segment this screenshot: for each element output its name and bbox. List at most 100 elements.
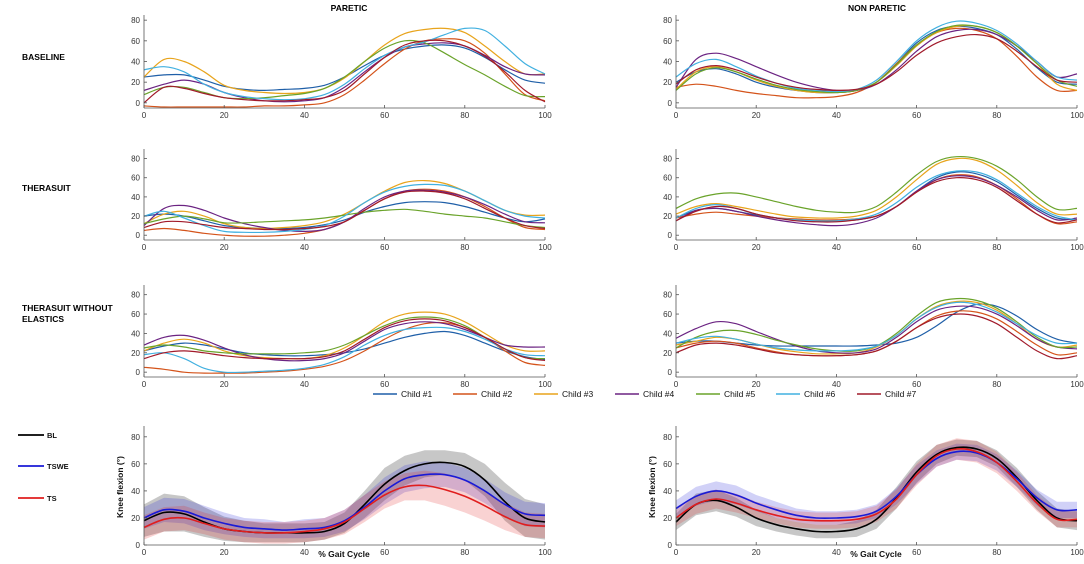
band-tswe — [676, 443, 1077, 525]
y-tick-label: 0 — [136, 541, 141, 550]
y-tick-label: 60 — [663, 460, 672, 469]
y-tick-label: 80 — [131, 16, 140, 25]
series-ts — [675, 448, 1078, 522]
series-child-5 — [675, 24, 1078, 94]
series-child-7 — [675, 33, 1078, 91]
series-child-5 — [143, 208, 546, 229]
x-tick-label: 100 — [538, 380, 552, 389]
series-child-3 — [143, 311, 546, 360]
x-tick-label: 40 — [300, 548, 309, 557]
x-tick-label: 0 — [674, 111, 679, 120]
x-tick-label: 20 — [752, 111, 761, 120]
series-child-6 — [675, 170, 1078, 222]
series-child-7 — [143, 39, 546, 104]
y-tick-label: 20 — [663, 514, 672, 523]
y-tick-label: 20 — [131, 514, 140, 523]
y-tick-label: 20 — [663, 212, 672, 221]
y-axis-label-paretic: Knee flexion (°) — [115, 456, 125, 518]
x-tick-label: 40 — [300, 380, 309, 389]
legend-label: Child #6 — [804, 389, 835, 399]
y-tick-label: 0 — [136, 368, 141, 377]
y-tick-label: 0 — [136, 231, 141, 240]
x-tick-label: 20 — [752, 380, 761, 389]
x-tick-label: 100 — [538, 243, 552, 252]
series-child-5 — [143, 39, 546, 100]
legend-label: Child #7 — [885, 389, 916, 399]
x-tick-label: 40 — [832, 548, 841, 557]
y-tick-label: 40 — [131, 58, 140, 67]
row-label-therasuit: THERASUIT — [22, 183, 71, 193]
series-child-7 — [675, 313, 1078, 360]
series-child-7 — [675, 177, 1078, 224]
band-tswe — [144, 461, 545, 539]
series-child-7 — [143, 190, 546, 231]
series-child-4 — [675, 305, 1078, 354]
x-tick-label: 20 — [752, 548, 761, 557]
x-axis-label-nonparetic: % Gait Cycle — [850, 549, 902, 559]
x-tick-label: 100 — [538, 111, 552, 120]
x-tick-label: 80 — [460, 380, 469, 389]
y-tick-label: 40 — [663, 193, 672, 202]
x-tick-label: 0 — [674, 380, 679, 389]
x-tick-label: 40 — [832, 380, 841, 389]
x-tick-label: 100 — [1070, 243, 1084, 252]
y-tick-label: 40 — [663, 58, 672, 67]
y-tick-label: 80 — [663, 16, 672, 25]
column-title-paretic: PARETIC — [331, 3, 368, 13]
legend-label: TSWE — [47, 462, 69, 471]
series-child-1 — [143, 201, 546, 230]
x-tick-label: 20 — [220, 380, 229, 389]
x-tick-label: 40 — [300, 243, 309, 252]
x-tick-label: 40 — [300, 111, 309, 120]
x-tick-label: 100 — [538, 548, 552, 557]
y-tick-label: 40 — [663, 329, 672, 338]
y-tick-label: 80 — [663, 155, 672, 164]
y-tick-label: 80 — [131, 291, 140, 300]
series-bl — [143, 461, 546, 534]
row-label-tswe-line2: ELASTICS — [22, 314, 64, 324]
x-tick-label: 0 — [142, 111, 147, 120]
y-tick-label: 60 — [131, 37, 140, 46]
y-tick-label: 20 — [131, 212, 140, 221]
y-tick-label: 0 — [668, 368, 673, 377]
panel-mean-paretic: 0 20 40 60 80 0 20 40 60 80 100 — [131, 426, 552, 557]
x-tick-label: 80 — [992, 548, 1001, 557]
x-tick-label: 0 — [674, 548, 679, 557]
x-tick-label: 60 — [380, 243, 389, 252]
legend-label: Child #4 — [643, 389, 674, 399]
legend-label: Child #2 — [481, 389, 512, 399]
x-tick-label: 20 — [220, 111, 229, 120]
panel-therasuit-without-elastics-non-paretic: 0 20 40 60 80 0 20 40 60 80 100 — [663, 285, 1084, 389]
series-child-4 — [143, 321, 546, 362]
panel-therasuit-paretic: 0 20 40 60 80 0 20 40 60 80 100 — [131, 149, 552, 252]
legend-label: Child #1 — [401, 389, 432, 399]
legend-label: TS — [47, 494, 57, 503]
series-child-6 — [675, 301, 1078, 352]
y-tick-label: 40 — [131, 329, 140, 338]
y-tick-label: 60 — [663, 174, 672, 183]
series-child-2 — [675, 27, 1078, 99]
y-tick-label: 0 — [668, 99, 673, 108]
panel-therasuit-non-paretic: 0 20 40 60 80 0 20 40 60 80 100 — [663, 149, 1084, 252]
y-tick-label: 60 — [663, 37, 672, 46]
series-child-4 — [675, 175, 1078, 227]
x-tick-label: 80 — [992, 111, 1001, 120]
x-tick-label: 40 — [832, 111, 841, 120]
y-tick-label: 60 — [663, 310, 672, 319]
series-child-3 — [143, 27, 546, 95]
y-tick-label: 80 — [131, 433, 140, 442]
x-tick-label: 80 — [992, 380, 1001, 389]
y-tick-label: 60 — [131, 174, 140, 183]
y-tick-label: 40 — [131, 193, 140, 202]
x-tick-label: 60 — [912, 243, 921, 252]
x-tick-label: 60 — [912, 380, 921, 389]
y-tick-label: 0 — [668, 541, 673, 550]
band-ts — [676, 438, 1077, 529]
legend-label: Child #3 — [562, 389, 593, 399]
legend-label: Child #5 — [724, 389, 755, 399]
series-child-7 — [143, 318, 546, 362]
series-child-6 — [675, 20, 1078, 93]
column-title-nonparetic: NON PARETIC — [848, 3, 906, 13]
y-tick-label: 60 — [131, 460, 140, 469]
y-tick-label: 60 — [131, 310, 140, 319]
